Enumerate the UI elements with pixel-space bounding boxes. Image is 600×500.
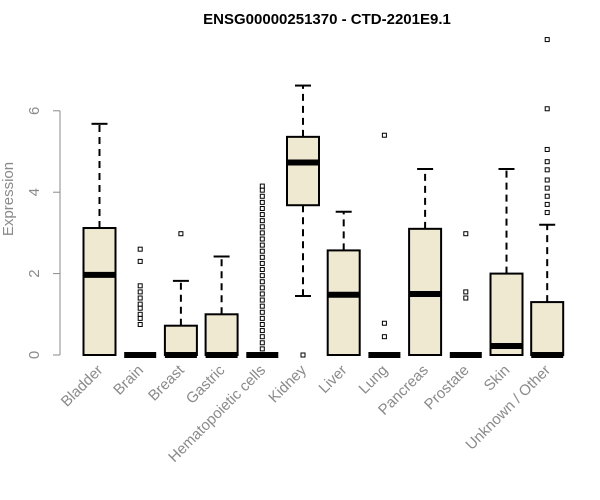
outlier-point: [259, 267, 265, 273]
x-tick-label: Kidney: [265, 361, 310, 406]
outlier-point: [544, 177, 550, 183]
outlier-point: [259, 315, 265, 321]
outlier-point: [259, 242, 265, 248]
box-prostate: [449, 231, 482, 358]
x-tick-label: Prostate: [421, 362, 473, 414]
outlier-point: [259, 199, 265, 205]
outlier-point: [137, 315, 143, 321]
outlier-point: [463, 295, 469, 301]
outlier-point: [259, 340, 265, 346]
outlier-point: [259, 212, 265, 218]
outlier-point: [137, 246, 143, 252]
y-tick-label: 6: [26, 107, 43, 115]
outlier-point: [381, 334, 387, 340]
outlier-point: [259, 254, 265, 260]
x-tick-label: Skin: [481, 362, 514, 395]
y-axis: 0 2 4 6: [26, 107, 61, 359]
outlier-point: [463, 289, 469, 295]
outlier-point: [137, 295, 143, 301]
outlier-point: [259, 334, 265, 340]
box-group: [82, 37, 565, 358]
box-kidney: [286, 84, 320, 358]
outlier-point: [259, 279, 265, 285]
outlier-point: [259, 273, 265, 279]
outlier-point: [178, 231, 184, 237]
outlier-point: [259, 224, 265, 230]
outlier-point: [137, 321, 143, 327]
outlier-point: [381, 320, 387, 326]
x-tick-label: Liver: [316, 362, 351, 397]
outlier-point: [137, 311, 143, 317]
outlier-point: [259, 346, 265, 352]
outlier-point: [259, 218, 265, 224]
box-brain: [124, 246, 157, 358]
outlier-point: [544, 167, 550, 173]
x-tick-label: Brain: [110, 362, 147, 399]
box-bladder: [82, 122, 117, 357]
chart-title: ENSG00000251370 - CTD-2201E9.1: [203, 11, 451, 28]
outlier-point: [381, 132, 387, 138]
outlier-point: [137, 289, 143, 295]
y-tick-label: 4: [26, 188, 43, 196]
outlier-point: [259, 328, 265, 334]
outlier-point: [463, 231, 469, 237]
box-iqr: [530, 301, 565, 356]
outlier-point: [259, 248, 265, 254]
outlier-point: [544, 185, 550, 191]
y-tick-label: 2: [26, 269, 43, 277]
outlier-point: [259, 183, 265, 189]
outlier-point: [259, 187, 265, 193]
box-iqr: [163, 324, 198, 357]
outlier-point: [544, 146, 550, 152]
outlier-point: [544, 210, 550, 216]
outlier-point: [137, 305, 143, 311]
outlier-point: [300, 352, 306, 358]
box-unknown-other: [530, 37, 565, 358]
box-skin: [489, 168, 524, 357]
outlier-point: [259, 285, 265, 291]
box-iqr: [489, 272, 524, 357]
outlier-point: [544, 201, 550, 207]
x-tick-label: Bladder: [58, 362, 107, 411]
outlier-point: [137, 283, 143, 289]
box-pancreas: [408, 168, 443, 356]
outlier-point: [259, 321, 265, 327]
y-tick-label: 0: [26, 351, 43, 359]
outlier-point: [544, 193, 550, 199]
box-iqr: [204, 313, 239, 356]
outlier-point: [137, 258, 143, 264]
outlier-point: [544, 37, 550, 43]
x-tick-label: Breast: [145, 361, 188, 404]
outlier-point: [544, 159, 550, 165]
outlier-point: [259, 205, 265, 211]
box-iqr: [326, 249, 361, 356]
box-lung: [368, 132, 401, 358]
outlier-point: [259, 230, 265, 236]
box-breast: [163, 231, 198, 358]
box-iqr: [286, 135, 320, 207]
outlier-point: [259, 297, 265, 303]
outlier-point: [259, 291, 265, 297]
box-hematopoietic-cells: [246, 183, 279, 358]
outlier-point: [259, 303, 265, 309]
outlier-point: [544, 106, 550, 112]
outlier-point: [137, 301, 143, 307]
x-tick-label: Lung: [356, 362, 392, 398]
outlier-point: [259, 309, 265, 315]
box-gastric: [204, 255, 239, 358]
outlier-point: [259, 193, 265, 199]
outlier-point: [259, 236, 265, 242]
y-axis-label: Expression: [0, 162, 17, 236]
outlier-point: [259, 260, 265, 266]
box-iqr: [82, 227, 117, 357]
box-liver: [326, 210, 361, 356]
